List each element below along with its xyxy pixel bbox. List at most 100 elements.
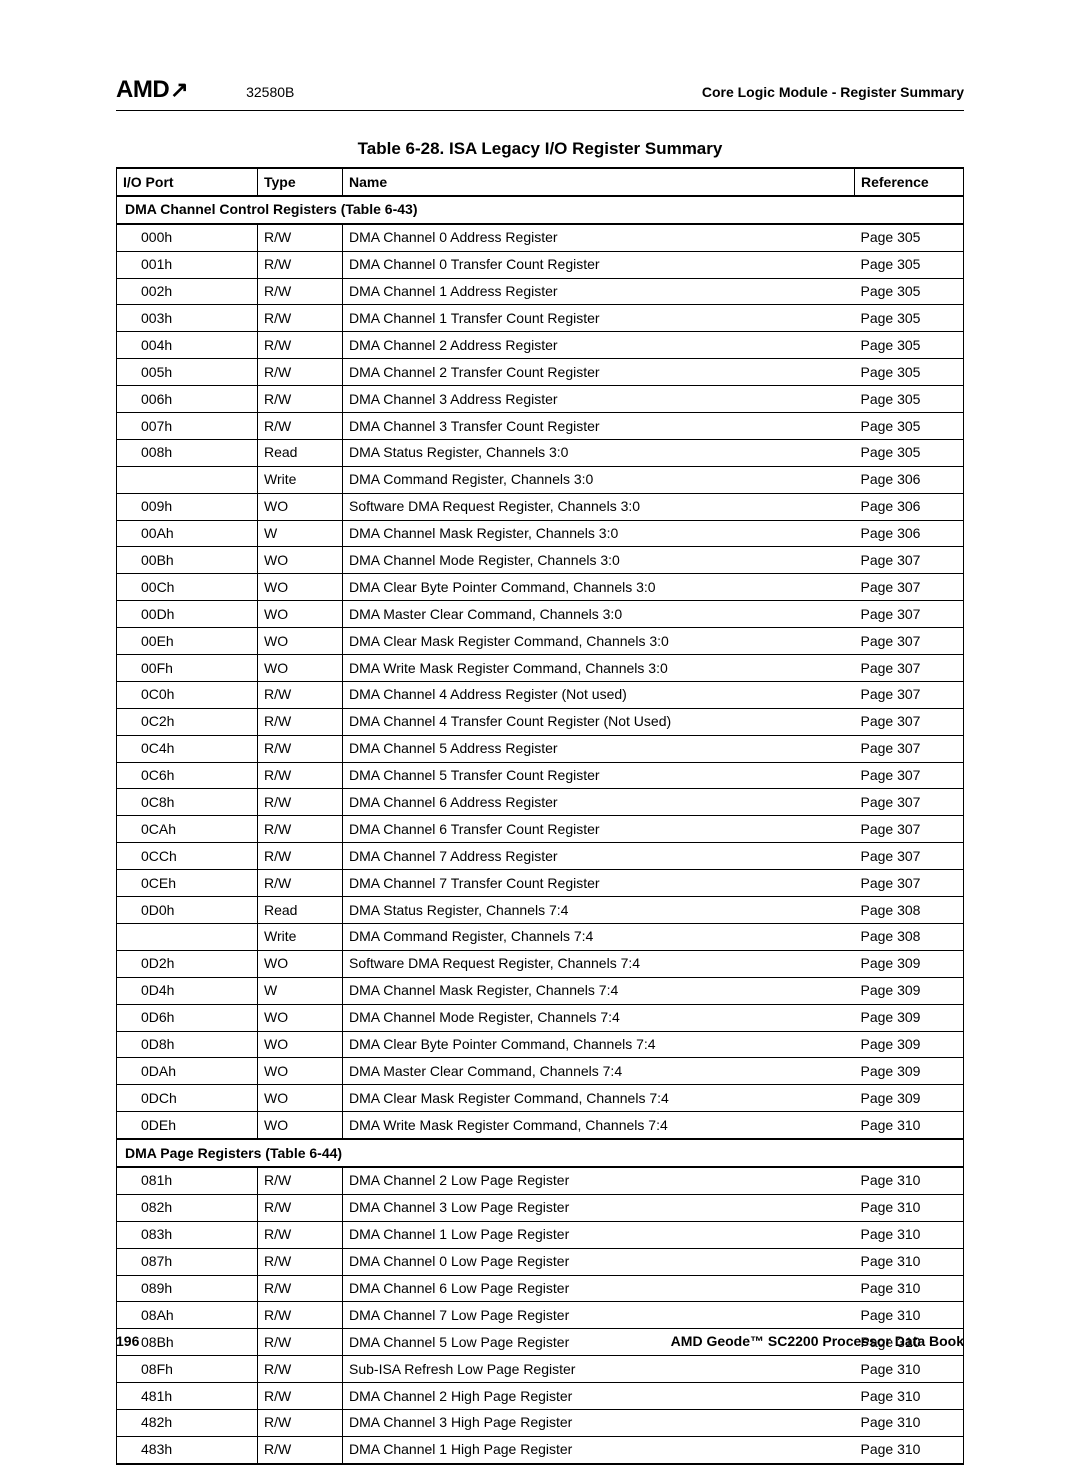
cell-type: R/W	[258, 1167, 343, 1194]
cell-ref: Page 310	[855, 1356, 964, 1383]
cell-type: R/W	[258, 1409, 343, 1436]
cell-type: R/W	[258, 1302, 343, 1329]
cell-name: DMA Channel 1 Transfer Count Register	[343, 305, 855, 332]
cell-type: WO	[258, 628, 343, 655]
table-row: 0C8hR/WDMA Channel 6 Address RegisterPag…	[117, 789, 964, 816]
cell-ref: Page 309	[855, 950, 964, 977]
cell-port: 089h	[117, 1275, 258, 1302]
cell-name: DMA Clear Mask Register Command, Channel…	[343, 1085, 855, 1112]
cell-ref: Page 305	[855, 224, 964, 251]
amd-logo: AMD↗	[116, 76, 188, 104]
table-row: 0CChR/WDMA Channel 7 Address RegisterPag…	[117, 843, 964, 870]
table-row: 08AhR/WDMA Channel 7 Low Page RegisterPa…	[117, 1302, 964, 1329]
cell-ref: Page 307	[855, 816, 964, 843]
cell-name: DMA Channel 7 Address Register	[343, 843, 855, 870]
cell-name: DMA Channel 2 High Page Register	[343, 1383, 855, 1410]
cell-name: DMA Clear Mask Register Command, Channel…	[343, 628, 855, 655]
cell-type: R/W	[258, 708, 343, 735]
cell-name: DMA Channel 0 Address Register	[343, 224, 855, 251]
cell-type: WO	[258, 950, 343, 977]
cell-ref: Page 310	[855, 1112, 964, 1139]
cell-ref: Page 310	[855, 1409, 964, 1436]
cell-name: DMA Channel 7 Transfer Count Register	[343, 870, 855, 897]
cell-type: WO	[258, 1031, 343, 1058]
cell-ref: Page 310	[855, 1302, 964, 1329]
cell-port: 0C6h	[117, 762, 258, 789]
cell-port: 003h	[117, 305, 258, 332]
cell-port: 082h	[117, 1194, 258, 1221]
cell-type: R/W	[258, 816, 343, 843]
logo-text: AMD	[116, 76, 169, 104]
col-header-type: Type	[258, 168, 343, 196]
cell-ref: Page 305	[855, 413, 964, 440]
cell-ref: Page 307	[855, 735, 964, 762]
cell-type: R/W	[258, 1356, 343, 1383]
cell-name: DMA Channel 5 Address Register	[343, 735, 855, 762]
register-table: I/O Port Type Name Reference DMA Channel…	[116, 167, 964, 1465]
cell-port: 006h	[117, 386, 258, 413]
cell-ref: Page 308	[855, 897, 964, 924]
cell-ref: Page 307	[855, 843, 964, 870]
table-row: 482hR/WDMA Channel 3 High Page RegisterP…	[117, 1409, 964, 1436]
cell-port: 000h	[117, 224, 258, 251]
cell-ref: Page 305	[855, 359, 964, 386]
cell-ref: Page 307	[855, 655, 964, 682]
table-row: 003hR/WDMA Channel 1 Transfer Count Regi…	[117, 305, 964, 332]
section-heading-row: DMA Channel Control Registers (Table 6-4…	[117, 196, 964, 224]
table-row: 00FhWODMA Write Mask Register Command, C…	[117, 655, 964, 682]
cell-ref: Page 305	[855, 305, 964, 332]
cell-type: R/W	[258, 278, 343, 305]
table-row: 081hR/WDMA Channel 2 Low Page RegisterPa…	[117, 1167, 964, 1194]
table-row: 0D2hWOSoftware DMA Request Register, Cha…	[117, 950, 964, 977]
cell-name: DMA Channel 5 Transfer Count Register	[343, 762, 855, 789]
cell-ref: Page 305	[855, 251, 964, 278]
table-row: 0DEhWODMA Write Mask Register Command, C…	[117, 1112, 964, 1139]
cell-port: 0C2h	[117, 708, 258, 735]
cell-type: R/W	[258, 762, 343, 789]
cell-port: 004h	[117, 332, 258, 359]
table-row: 00EhWODMA Clear Mask Register Command, C…	[117, 628, 964, 655]
section-title: Core Logic Module - Register Summary	[702, 84, 964, 100]
cell-port: 0DCh	[117, 1085, 258, 1112]
table-row: 0C0hR/WDMA Channel 4 Address Register (N…	[117, 681, 964, 708]
section-heading-row: DMA Page Registers (Table 6-44)	[117, 1139, 964, 1167]
cell-name: Software DMA Request Register, Channels …	[343, 950, 855, 977]
cell-port: 08Fh	[117, 1356, 258, 1383]
table-row: 087hR/WDMA Channel 0 Low Page RegisterPa…	[117, 1248, 964, 1275]
cell-ref: Page 310	[855, 1248, 964, 1275]
cell-type: Read	[258, 439, 343, 466]
cell-name: DMA Channel 2 Transfer Count Register	[343, 359, 855, 386]
cell-port: 009h	[117, 493, 258, 520]
cell-port: 083h	[117, 1221, 258, 1248]
table-header-row: I/O Port Type Name Reference	[117, 168, 964, 196]
col-header-name: Name	[343, 168, 855, 196]
cell-ref: Page 305	[855, 332, 964, 359]
cell-ref: Page 307	[855, 708, 964, 735]
cell-type: WO	[258, 601, 343, 628]
table-row: 007hR/WDMA Channel 3 Transfer Count Regi…	[117, 413, 964, 440]
cell-type: W	[258, 520, 343, 547]
cell-name: DMA Master Clear Command, Channels 3:0	[343, 601, 855, 628]
cell-ref: Page 310	[855, 1221, 964, 1248]
cell-ref: Page 310	[855, 1167, 964, 1194]
cell-ref: Page 307	[855, 762, 964, 789]
cell-ref: Page 309	[855, 1085, 964, 1112]
cell-name: DMA Channel 2 Low Page Register	[343, 1167, 855, 1194]
table-row: 0D4hWDMA Channel Mask Register, Channels…	[117, 977, 964, 1004]
cell-ref: Page 307	[855, 601, 964, 628]
cell-type: R/W	[258, 1194, 343, 1221]
cell-name: DMA Channel 3 Transfer Count Register	[343, 413, 855, 440]
table-row: 00BhWODMA Channel Mode Register, Channel…	[117, 547, 964, 574]
table-row: 0C4hR/WDMA Channel 5 Address RegisterPag…	[117, 735, 964, 762]
cell-type: R/W	[258, 870, 343, 897]
table-row: 009hWOSoftware DMA Request Register, Cha…	[117, 493, 964, 520]
cell-ref: Page 305	[855, 278, 964, 305]
cell-type: WO	[258, 574, 343, 601]
cell-port: 0D0h	[117, 897, 258, 924]
cell-port: 0DAh	[117, 1058, 258, 1085]
cell-port: 0C0h	[117, 681, 258, 708]
cell-name: DMA Clear Byte Pointer Command, Channels…	[343, 574, 855, 601]
cell-type: WO	[258, 1085, 343, 1112]
cell-type: R/W	[258, 681, 343, 708]
cell-ref: Page 309	[855, 977, 964, 1004]
